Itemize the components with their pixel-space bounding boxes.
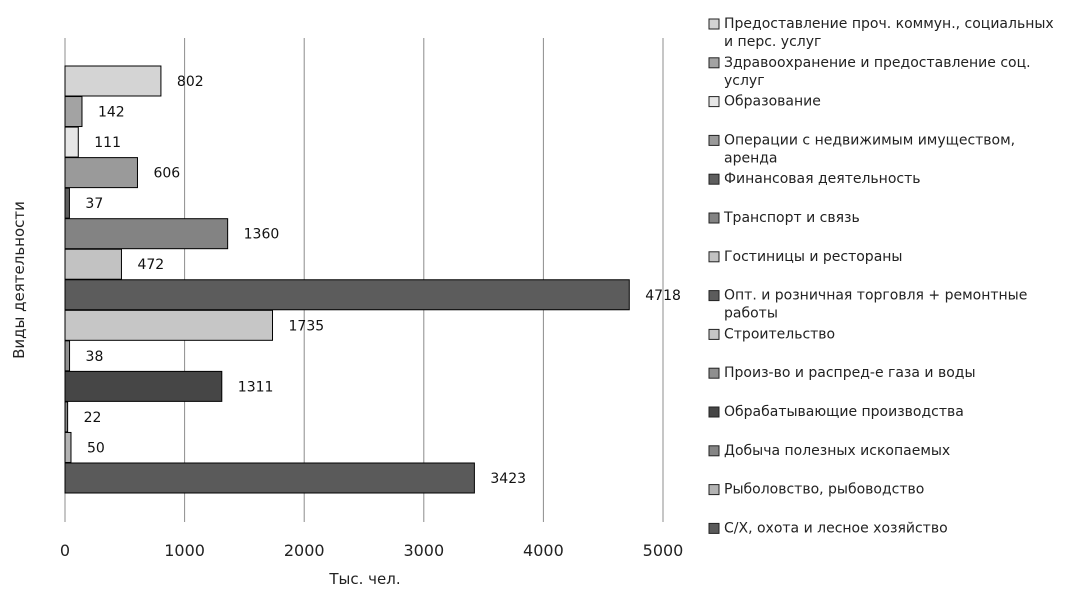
- legend: Предоставление проч. коммун., социальных…: [708, 16, 1054, 536]
- bars: [64, 65, 630, 494]
- legend-item: Строительство: [708, 326, 835, 342]
- legend-swatch: [708, 484, 720, 496]
- legend-label: Опт. и розничная торговля + ремонтные: [724, 288, 1027, 304]
- legend-item: Добыча полезных ископаемых: [708, 443, 950, 459]
- legend-swatch: [708, 134, 720, 146]
- legend-swatch: [708, 328, 720, 340]
- legend-label: работы: [724, 306, 778, 322]
- x-tick-label: 2000: [284, 541, 325, 560]
- data-label: 472: [137, 257, 164, 273]
- bar: [64, 401, 69, 433]
- legend-swatch: [708, 367, 720, 379]
- legend-swatch: [708, 212, 720, 224]
- legend-label: и перс. услуг: [724, 34, 821, 50]
- legend-label: Здравоохранение и предоставление соц.: [724, 55, 1031, 71]
- y-axis-title: Виды деятельности: [10, 201, 28, 359]
- legend-swatch: [708, 290, 720, 302]
- data-label: 111: [94, 135, 121, 151]
- legend-swatch: [708, 251, 720, 263]
- bar: [64, 279, 630, 311]
- legend-swatch: [708, 57, 720, 69]
- bar: [64, 65, 162, 97]
- legend-item: Гостиницы и рестораны: [708, 249, 902, 265]
- legend-item: Опт. и розничная торговля + ремонтные раб…: [708, 288, 1027, 322]
- legend-label: Произ-во и распред-е газа и воды: [724, 365, 976, 381]
- legend-item: Здравоохранение и предоставление соц. усл…: [708, 55, 1031, 89]
- bar: [64, 187, 70, 219]
- legend-swatch: [708, 173, 720, 185]
- data-label: 1311: [238, 379, 274, 395]
- legend-swatch: [708, 96, 720, 108]
- x-tick-label: 5000: [643, 541, 684, 560]
- data-label: 142: [98, 105, 125, 121]
- legend-item: Транспорт и связь: [708, 210, 860, 226]
- data-labels: 3423 50 22 1311 38 1735 4718 472 1360 37 606 111 142…: [84, 74, 681, 487]
- legend-item: Обрабатывающие производства: [708, 404, 964, 420]
- legend-label: Добыча полезных ископаемых: [724, 443, 950, 459]
- legend-label: Финансовая деятельность: [724, 171, 921, 187]
- legend-item: Рыболовство, рыбоводство: [708, 482, 924, 498]
- data-label: 3423: [490, 471, 526, 487]
- legend-item: Произ-во и распред-е газа и воды: [708, 365, 976, 381]
- data-label: 50: [87, 440, 105, 456]
- legend-label: Операции с недвижимым имуществом,: [724, 132, 1015, 148]
- legend-swatch: [708, 18, 720, 30]
- bar: [64, 126, 79, 158]
- bar: [64, 218, 229, 250]
- legend-label: Транспорт и связь: [723, 210, 860, 226]
- x-axis-title: Тыс. чел.: [328, 570, 400, 588]
- bar: [64, 96, 83, 128]
- x-tick-label: 4000: [523, 541, 564, 560]
- data-label: 38: [86, 349, 104, 365]
- legend-label: Гостиницы и рестораны: [724, 249, 902, 265]
- x-tick-label: 1000: [164, 541, 205, 560]
- data-label: 606: [153, 166, 180, 182]
- legend-label: Предоставление проч. коммун., социальных: [724, 16, 1054, 32]
- data-label: 37: [85, 196, 103, 212]
- data-label: 4718: [645, 288, 681, 304]
- legend-label: Образование: [724, 94, 821, 110]
- bar: [64, 462, 475, 494]
- bar: [64, 340, 71, 372]
- data-label: 1735: [289, 318, 325, 334]
- legend-swatch: [708, 445, 720, 457]
- bar: [64, 157, 138, 189]
- bar: [64, 248, 122, 280]
- legend-item: С/Х, охота и лесное хозяйство: [708, 520, 948, 536]
- legend-label: Рыболовство, рыбоводство: [724, 482, 924, 498]
- legend-label: Обрабатывающие производства: [724, 404, 964, 420]
- bar: [64, 431, 72, 463]
- bar: [64, 309, 274, 341]
- data-label: 22: [84, 410, 102, 426]
- legend-item: Финансовая деятельность: [708, 171, 921, 187]
- x-tick-labels: 0 1000 2000 3000 4000 5000: [60, 541, 683, 560]
- legend-item: Предоставление проч. коммун., социальных…: [708, 16, 1054, 50]
- legend-item: Образование: [708, 94, 821, 110]
- legend-label: Строительство: [724, 326, 835, 342]
- data-label: 802: [177, 74, 204, 90]
- legend-label: аренда: [724, 150, 778, 166]
- legend-swatch: [708, 522, 720, 534]
- legend-label: С/Х, охота и лесное хозяйство: [724, 520, 948, 536]
- data-label: 1360: [244, 227, 280, 243]
- x-tick-label: 0: [60, 541, 70, 560]
- legend-swatch: [708, 406, 720, 418]
- bar: [64, 370, 223, 402]
- legend-item: Операции с недвижимым имуществом, аренда: [708, 132, 1015, 166]
- x-tick-label: 3000: [403, 541, 444, 560]
- legend-label: услуг: [724, 73, 765, 89]
